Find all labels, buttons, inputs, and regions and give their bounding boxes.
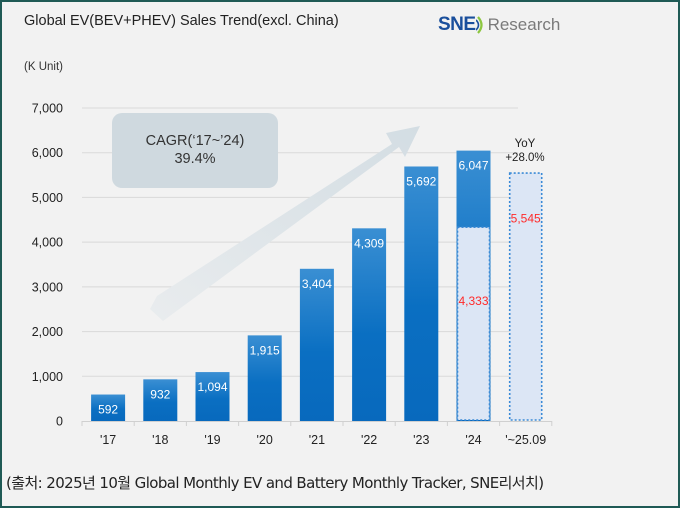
y-tick-label: 4,000 — [32, 236, 63, 250]
bar-annual-sales — [404, 166, 439, 421]
sne-research-logo: SNE Research — [438, 12, 560, 38]
x-tick-label: '20 — [257, 433, 273, 447]
chart-title: Global EV(BEV+PHEV) Sales Trend(excl. Ch… — [24, 13, 339, 29]
x-tick-label: '22 — [361, 433, 377, 447]
bar-value-label: 932 — [150, 387, 170, 401]
x-tick-label: '17 — [100, 433, 116, 447]
cagr-callout: CAGR(‘17~’24) 39.4% — [112, 113, 278, 188]
x-tick-label: '18 — [152, 433, 168, 447]
x-tick-label: '23 — [413, 433, 429, 447]
bar-annual-sales — [195, 372, 230, 421]
bar-annual-sales — [143, 379, 178, 421]
y-axis: 0 1,000 2,000 3,000 4,000 5,000 6,000 7,000 — [32, 102, 63, 429]
y-tick-label: 3,000 — [32, 280, 63, 294]
logo-arc-icon — [475, 16, 483, 34]
bar-value-label: 4,309 — [354, 236, 384, 250]
logo-sne-text: SNE — [438, 14, 476, 35]
x-tick-label: '24 — [465, 433, 481, 447]
bar-value-label: 1,915 — [250, 343, 280, 357]
yoy-value: +28.0% — [505, 152, 544, 164]
bar-value-label: 1,094 — [197, 380, 227, 394]
bar-annual-sales — [91, 394, 126, 421]
x-tick-label: '19 — [204, 433, 220, 447]
yoy-annotation: YoY +28.0% — [505, 138, 544, 164]
bars: 592 932 1,094 1,915 3,404 4,309 5,692 6,047 4,33… — [91, 150, 543, 421]
logo-research-text: Research — [487, 15, 561, 34]
bar-annual-sales — [247, 335, 282, 421]
bar-annual-sales — [352, 228, 387, 421]
x-tick-label: '~25.09 — [505, 433, 546, 447]
cagr-label: CAGR(‘17~’24) — [146, 133, 245, 149]
bar-value-label: 3,404 — [302, 277, 332, 291]
cagr-value: 39.4% — [174, 151, 215, 167]
x-tick-label: '21 — [309, 433, 325, 447]
bar-value-label: 5,692 — [406, 174, 436, 188]
cagr-box — [112, 113, 278, 188]
trend-arrow-icon — [150, 126, 420, 321]
bar-value-label: 6,047 — [458, 159, 488, 173]
bar-value-label: 592 — [98, 403, 118, 417]
y-tick-label: 6,000 — [32, 146, 63, 160]
bar-cumulative-ytd — [508, 172, 543, 421]
y-tick-label: 7,000 — [32, 102, 63, 116]
bar-ytd-value-label: 5,545 — [511, 212, 541, 226]
y-tick-label: 2,000 — [32, 325, 63, 339]
y-tick-label: 1,000 — [32, 370, 63, 384]
bar-ytd-value-label: 4,333 — [458, 294, 488, 308]
bar-annual-sales — [299, 268, 334, 421]
bar-cumulative-ytd — [456, 226, 491, 421]
x-axis: '17 '18 '19 '20 '21 '22 '23 '24 '~25.09 — [81, 421, 553, 447]
yoy-label: YoY — [515, 138, 536, 150]
y-tick-label: 0 — [56, 415, 63, 429]
y-axis-unit: (K Unit) — [24, 61, 63, 73]
y-tick-label: 5,000 — [32, 191, 63, 205]
source-note: (출처: 2025년 10월 Global Monthly EV and Bat… — [6, 474, 544, 492]
